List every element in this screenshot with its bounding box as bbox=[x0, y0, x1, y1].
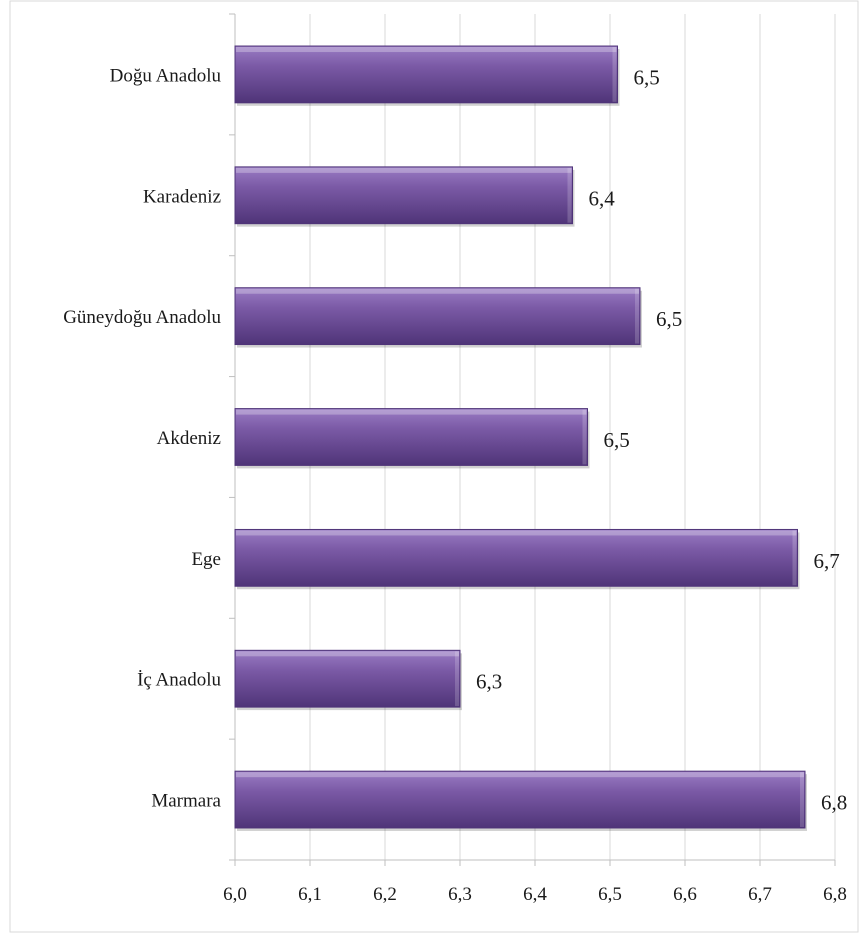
bar-bevel bbox=[236, 772, 804, 778]
category-label: İç Anadolu bbox=[137, 670, 221, 691]
bar-bevel-end bbox=[612, 47, 617, 102]
bar-bevel bbox=[236, 167, 572, 173]
bar-bevel-end bbox=[792, 530, 797, 586]
bar bbox=[234, 649, 461, 708]
bar bbox=[234, 166, 573, 225]
x-tick-label: 6,2 bbox=[373, 884, 397, 905]
category-label: Güneydoğu Anadolu bbox=[63, 307, 221, 328]
value-label: 6,8 bbox=[821, 791, 847, 815]
bar-bevel bbox=[236, 530, 797, 536]
value-label: 6,7 bbox=[814, 549, 840, 573]
x-tick-label: 6,8 bbox=[823, 884, 847, 905]
bar-bevel-end bbox=[635, 288, 639, 344]
value-label: 6,4 bbox=[589, 186, 616, 210]
bar-bevel-end bbox=[800, 772, 804, 827]
bar-bevel bbox=[236, 288, 639, 294]
bar-bevel bbox=[236, 47, 617, 53]
bar-bevel-end bbox=[567, 167, 572, 223]
bar-bevel-end bbox=[582, 409, 587, 465]
category-label: Doğu Anadolu bbox=[110, 65, 222, 86]
x-tick-label: 6,6 bbox=[673, 884, 697, 905]
bars bbox=[234, 45, 807, 831]
value-label: 6,5 bbox=[656, 307, 682, 331]
x-tick-label: 6,5 bbox=[598, 884, 622, 905]
x-tick-label: 6,7 bbox=[748, 884, 772, 905]
value-label: 6,5 bbox=[604, 428, 630, 452]
bar bbox=[234, 528, 798, 587]
labels: 6,0 6,1 6,2 6,3 6,4 6,5 6,6 6,7 6,8 Doğu Anadolu 6… bbox=[63, 65, 847, 905]
bar bbox=[234, 770, 806, 829]
category-label: Karadeniz bbox=[143, 186, 221, 207]
gridlines bbox=[309, 14, 836, 860]
category-label: Akdeniz bbox=[157, 428, 221, 449]
bar bbox=[234, 408, 588, 466]
value-label: 6,3 bbox=[476, 670, 502, 694]
value-label: 6,5 bbox=[634, 65, 660, 89]
bar-bevel-end bbox=[455, 651, 459, 707]
x-tick-label: 6,3 bbox=[448, 884, 472, 905]
bar-bevel bbox=[236, 651, 459, 657]
x-tick-label: 6,1 bbox=[298, 884, 322, 905]
bar-bevel bbox=[236, 409, 587, 415]
chart-border bbox=[9, 0, 859, 933]
bar bbox=[234, 45, 618, 104]
bar bbox=[234, 287, 641, 346]
x-tick-label: 6,4 bbox=[523, 884, 547, 905]
category-label: Marmara bbox=[151, 791, 221, 812]
category-label: Ege bbox=[191, 549, 221, 570]
x-tick-label: 6,0 bbox=[223, 884, 247, 905]
